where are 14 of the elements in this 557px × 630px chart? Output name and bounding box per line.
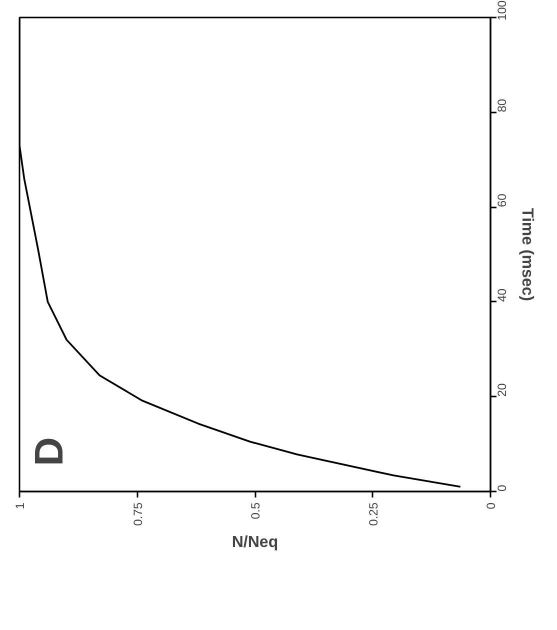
x-tick-label: 0.75 (130, 502, 145, 526)
x-axis-title: N/Neq (232, 534, 278, 551)
x-tick-label: 0.25 (366, 502, 380, 526)
y-tick-label: 40 (495, 288, 509, 302)
x-tick-label: 0.5 (248, 502, 262, 520)
y-axis-title: Time (msec) (518, 208, 536, 302)
y-tick-label: 100 (495, 0, 509, 21)
y-tick-label: 60 (495, 193, 509, 208)
y-tick-label: 20 (495, 383, 509, 397)
x-tick-label: 0 (484, 502, 498, 510)
y-tick-label: 80 (495, 98, 509, 112)
annotation: D (28, 437, 72, 466)
x-tick-label: 1 (13, 502, 27, 510)
y-tick-label: 0 (495, 484, 509, 492)
